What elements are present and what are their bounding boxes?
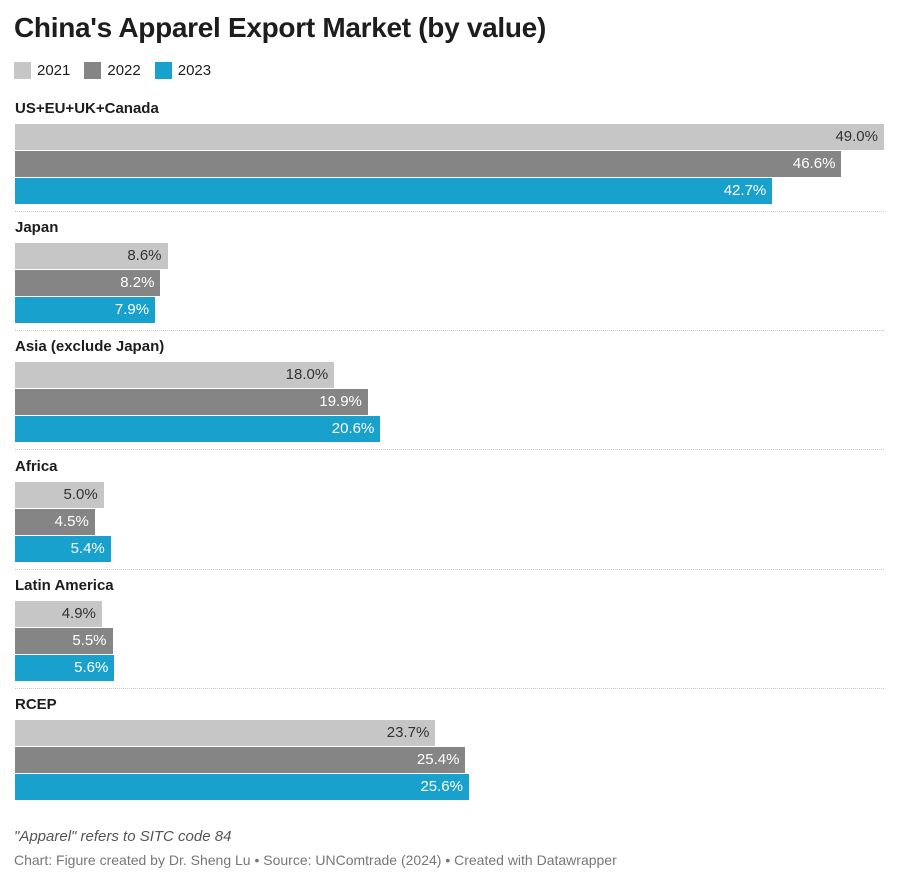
legend-swatch <box>154 62 172 79</box>
legend-swatch <box>84 62 102 79</box>
bar-2021 <box>15 124 884 150</box>
legend-swatch <box>14 62 31 79</box>
category-label: Africa <box>15 457 58 475</box>
bar-2021 <box>15 720 436 746</box>
data-label: 5.0% <box>63 485 98 503</box>
bar-2022 <box>15 151 842 177</box>
legend-item-2023: 2023 <box>154 62 212 79</box>
bar-2023 <box>15 535 111 562</box>
data-label: 4.5% <box>54 512 89 530</box>
data-label: 23.7% <box>386 724 430 741</box>
data-label: 8.2% <box>120 274 155 292</box>
bar-2023 <box>15 416 381 443</box>
chart-source: Chart: Figure created by Dr. Sheng Lu • … <box>14 852 617 868</box>
legend: 2021 2022 2023 <box>14 62 211 79</box>
bar-2021 <box>15 600 102 627</box>
legend-item-2021: 2021 <box>14 62 70 79</box>
data-label: 42.7% <box>723 182 767 199</box>
bar-2023 <box>15 178 773 204</box>
bar-2021 <box>15 243 168 270</box>
data-label: 19.9% <box>319 393 362 411</box>
data-label: 20.6% <box>331 420 375 438</box>
bar-2023 <box>15 654 115 681</box>
bar-2022 <box>15 747 466 773</box>
data-label: 49.0% <box>835 128 878 145</box>
data-label: 25.4% <box>416 751 460 768</box>
category-label: Latin America <box>15 576 114 594</box>
category-label: RCEP <box>15 696 57 713</box>
data-label: 5.5% <box>72 631 107 649</box>
data-label: 46.6% <box>792 155 836 172</box>
bar-2021 <box>15 481 104 508</box>
data-label: 4.9% <box>61 604 96 622</box>
bar-2023 <box>15 297 156 324</box>
data-label: 25.6% <box>420 778 463 795</box>
bar-2022 <box>15 270 161 297</box>
legend-label: 2022 <box>107 62 141 79</box>
category-label: Asia (exclude Japan) <box>15 338 165 356</box>
bar-2022 <box>15 389 368 416</box>
legend-label: 2021 <box>37 62 71 79</box>
chart-title: China's Apparel Export Market (by value) <box>14 12 546 43</box>
data-label: 5.6% <box>74 658 109 676</box>
bar-2023 <box>15 774 469 800</box>
group-divider <box>15 687 884 689</box>
group-divider <box>15 211 884 212</box>
data-label: 5.4% <box>70 539 105 557</box>
bar-2022 <box>15 627 113 654</box>
group-divider <box>15 568 884 570</box>
bar-2022 <box>15 508 95 535</box>
category-label: Japan <box>15 219 59 237</box>
chart-note: "Apparel" refers to SITC code 84 <box>14 828 232 845</box>
group-divider <box>15 449 884 451</box>
data-label: 7.9% <box>114 301 150 319</box>
bar-2021 <box>15 362 335 389</box>
legend-item-2022: 2022 <box>84 62 141 79</box>
data-label: 18.0% <box>285 366 329 384</box>
legend-label: 2023 <box>177 62 212 79</box>
group-divider <box>15 330 884 332</box>
category-label: US+EU+UK+Canada <box>15 100 159 117</box>
data-label: 8.6% <box>127 247 162 265</box>
